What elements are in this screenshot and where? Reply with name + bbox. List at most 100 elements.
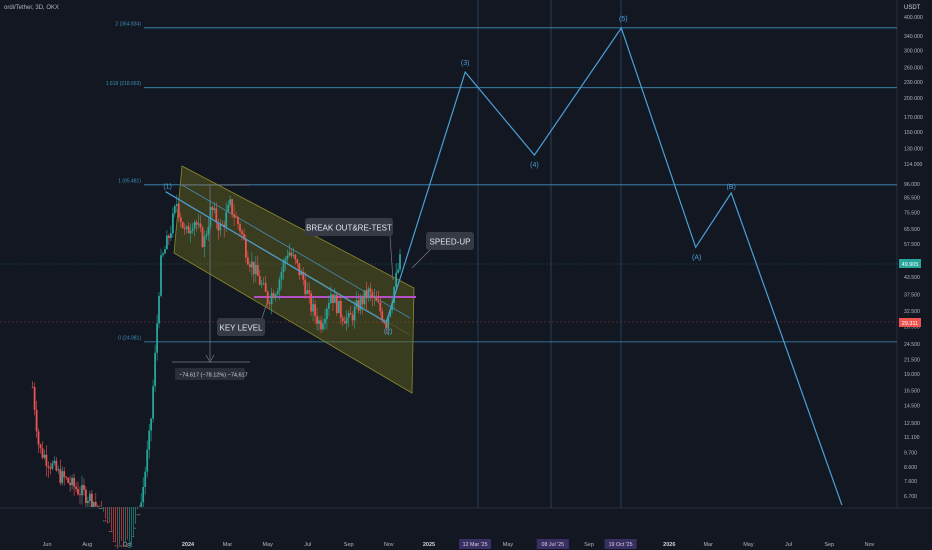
candle-body — [164, 249, 166, 254]
time-tick-label: May — [503, 542, 514, 548]
key-level-pointer — [261, 299, 269, 319]
price-tick-label: 340.000 — [904, 34, 923, 40]
candle-body — [91, 493, 93, 507]
candle-body — [98, 508, 101, 509]
candle-body — [158, 295, 160, 324]
candle-body — [237, 217, 239, 225]
candle-body — [268, 303, 271, 305]
candle-body — [71, 477, 73, 485]
price-tick-label: 21.500 — [904, 357, 920, 363]
candle-body — [347, 313, 350, 318]
highlighted-date-badge — [536, 539, 569, 549]
candle-body — [195, 222, 198, 225]
candle-body — [87, 501, 89, 504]
candle-body — [225, 211, 228, 228]
candle-body — [231, 199, 233, 215]
price-tick-label: 19.000 — [904, 372, 920, 378]
price-tick-label: 7.600 — [904, 479, 917, 485]
candle-body — [104, 520, 107, 522]
candle-body — [320, 320, 322, 330]
candle-body — [284, 258, 287, 262]
price-tick-label: 16.500 — [904, 388, 920, 394]
wave-label: (1) — [163, 184, 172, 191]
speed-up-text: SPEED-UP — [430, 238, 471, 247]
candle-body — [65, 477, 68, 478]
key-level-callout — [217, 318, 265, 336]
candle-body — [31, 386, 34, 388]
candle-body — [308, 290, 311, 294]
candle-body — [304, 279, 307, 295]
candle-body — [290, 252, 293, 256]
current-price-badge — [899, 259, 921, 268]
candle-body — [37, 431, 40, 445]
candle-body — [272, 293, 275, 298]
time-tick-label: Jun — [43, 542, 52, 548]
candle-body — [142, 487, 145, 503]
measure-label-box — [175, 368, 245, 380]
candle-body — [207, 226, 210, 235]
candle-body — [152, 386, 154, 419]
speed-up-callout — [426, 232, 474, 250]
price-tick-label: 85.500 — [904, 196, 920, 202]
candle-body — [146, 449, 149, 472]
candle-body — [373, 297, 376, 298]
candle-body — [172, 213, 174, 234]
candle-body — [120, 545, 123, 547]
price-tick-label: 96.000 — [904, 182, 920, 188]
candle-body — [260, 283, 263, 285]
price-tick-label: 24.500 — [904, 342, 920, 348]
wave-label: (B) — [727, 184, 736, 191]
candle-body — [276, 291, 279, 295]
candle-body — [61, 471, 64, 483]
candle-body — [389, 310, 392, 317]
candle-body — [294, 254, 297, 260]
candle-body — [335, 294, 338, 313]
time-tick-label: 2024 — [182, 542, 195, 548]
price-tick-label: 11.100 — [904, 435, 920, 441]
time-ticks: Jun Aug Oct 2024 Mar May Jul Sep Nov 2025 May Sep 20… — [43, 539, 875, 549]
symbol-title: ordi/Tether, 3D, OKX — [4, 5, 59, 11]
candle-body — [79, 494, 81, 496]
fib-level-label: 1 (95.481) — [118, 178, 141, 184]
candle-body — [286, 255, 289, 259]
candle-body — [53, 460, 56, 464]
candle-body — [132, 536, 135, 537]
price-ticks: 400.000 340.000 300.000 260.000 230.000 200.0… — [904, 15, 923, 500]
candle-body — [369, 288, 372, 293]
price-tick-label: 230.000 — [904, 80, 923, 86]
time-axis[interactable]: Jun Aug Oct 2024 Mar May Jul Sep Nov 2025 May Sep 20… — [0, 507, 932, 549]
fib-level-label: 0 (24.981) — [118, 335, 141, 341]
candle-body — [332, 294, 334, 303]
candle-body — [57, 469, 60, 471]
elliott-wave-projection[interactable] — [165, 26, 843, 506]
candle-body — [365, 290, 368, 299]
candle-body — [156, 323, 158, 353]
candle-body — [256, 264, 259, 276]
price-tick-label: 14.500 — [904, 404, 920, 410]
candle-body — [306, 290, 309, 295]
candle-body — [138, 514, 141, 516]
candle-body — [387, 316, 390, 328]
candle-body — [258, 275, 261, 285]
price-axis[interactable]: USDT 400.000 340.000 300.000 260.000 230.000… — [896, 0, 923, 508]
wave-label: (A) — [692, 254, 701, 261]
candle-body — [361, 297, 364, 305]
candle-body — [312, 304, 314, 312]
highlighted-date-label: 19 Oct '25 — [609, 542, 633, 548]
candle-body — [341, 317, 344, 322]
break-out-pointer — [389, 235, 394, 281]
candle-body — [367, 288, 370, 299]
time-tick-label: Nov — [384, 542, 394, 548]
fib-level-label: 2 (364.834) — [115, 21, 141, 27]
candle-body — [191, 228, 194, 231]
candle-body — [150, 418, 152, 431]
candle-body — [270, 293, 273, 304]
candle-body — [233, 214, 235, 218]
time-tick-label: Mar — [703, 542, 713, 548]
time-tick-label: May — [263, 542, 274, 548]
candle-body — [391, 302, 393, 311]
time-tick-label: Sep — [344, 542, 354, 548]
candle-body — [33, 387, 36, 410]
